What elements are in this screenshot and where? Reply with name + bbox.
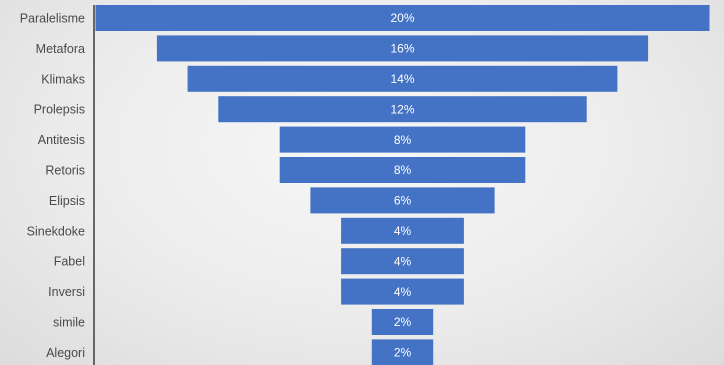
category-label-alegori: Alegori	[46, 346, 85, 360]
category-label-retoris: Retoris	[45, 164, 85, 178]
bar-elipsis	[310, 187, 495, 214]
bar-antitesis	[279, 126, 526, 153]
bar-inversi	[341, 278, 464, 305]
value-label-sinekdoke: 4%	[394, 224, 412, 238]
value-label-fabel: 4%	[394, 254, 412, 268]
category-label-klimaks: Klimaks	[41, 72, 85, 86]
bar-simile	[371, 309, 434, 335]
value-labels: 20% 16% 14% 12% 8% 8% 6% 4% 4% 4% 2% 2%	[390, 11, 414, 359]
bar-klimaks	[187, 65, 618, 92]
value-label-antitesis: 8%	[394, 133, 412, 147]
value-label-alegori: 2%	[394, 346, 412, 360]
category-label-simile: simile	[53, 316, 85, 330]
category-label-paralelisme: Paralelisme	[20, 12, 85, 26]
value-label-paralelisme: 20%	[390, 11, 414, 25]
value-label-elipsis: 6%	[394, 194, 412, 208]
bar-alegori	[371, 339, 434, 365]
value-label-simile: 2%	[394, 315, 412, 329]
category-label-antitesis: Antitesis	[38, 133, 85, 147]
bar-metafora	[156, 35, 649, 62]
value-label-metafora: 16%	[390, 42, 414, 56]
category-label-elipsis: Elipsis	[49, 194, 85, 208]
bars-layer	[95, 5, 710, 365]
bar-retoris	[279, 157, 526, 183]
value-label-klimaks: 14%	[390, 72, 414, 86]
category-label-metafora: Metafora	[36, 42, 85, 56]
bar-sinekdoke	[341, 217, 464, 244]
category-label-sinekdoke: Sinekdoke	[27, 224, 85, 238]
bar-prolepsis	[218, 96, 587, 123]
bar-paralelisme	[95, 5, 710, 31]
value-label-retoris: 8%	[394, 163, 412, 177]
bar-fabel	[341, 248, 464, 275]
category-label-inversi: Inversi	[48, 285, 85, 299]
category-labels: Paralelisme Metafora Klimaks Prolepsis Antit…	[20, 12, 85, 360]
category-label-fabel: Fabel	[54, 255, 85, 269]
value-label-prolepsis: 12%	[390, 102, 414, 116]
category-label-prolepsis: Prolepsis	[34, 103, 85, 117]
value-label-inversi: 4%	[394, 285, 412, 299]
